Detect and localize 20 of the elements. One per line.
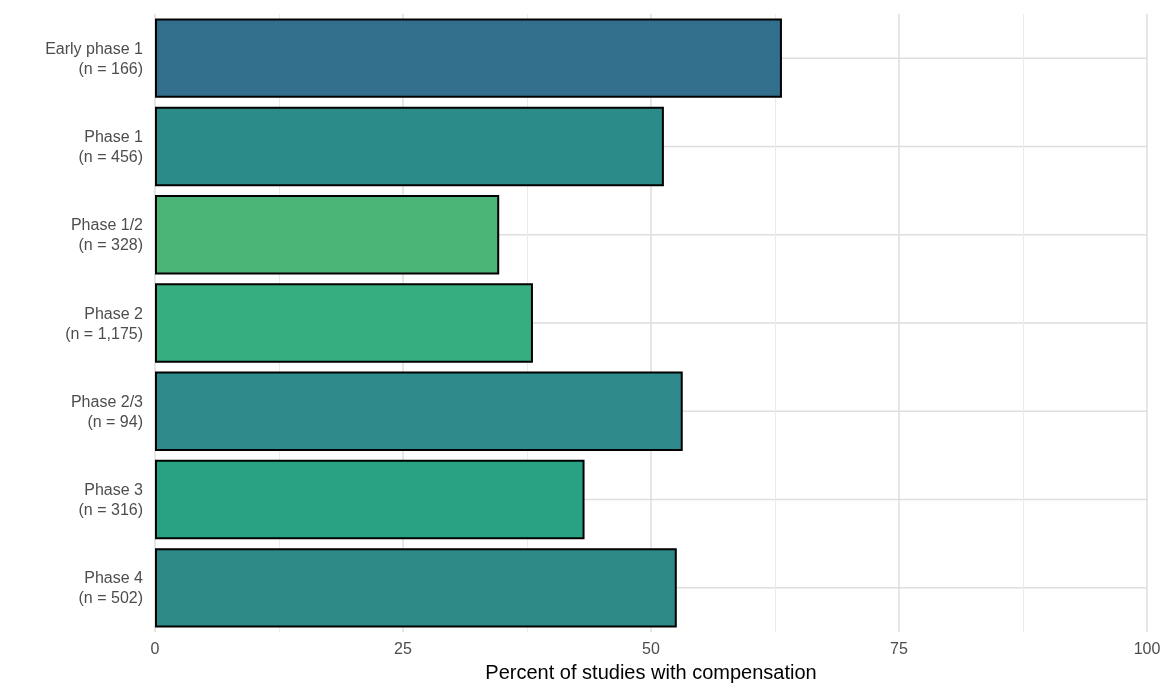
y-tick-label: Phase 1 (n = 456) <box>78 127 144 165</box>
bar <box>155 548 677 628</box>
x-tick-label: 75 <box>890 639 908 657</box>
bar <box>155 18 782 98</box>
y-tick-label: Early phase 1 (n = 166) <box>45 39 144 77</box>
bar <box>155 194 500 275</box>
bar <box>155 283 533 363</box>
bar <box>155 106 664 187</box>
bar <box>155 459 585 540</box>
x-tick-label: 0 <box>150 639 160 657</box>
y-tick-label: Phase 2 (n = 1,175) <box>65 304 144 342</box>
y-tick-label: Phase 3 (n = 316) <box>78 481 144 519</box>
x-tick-label: 100 <box>1133 639 1161 657</box>
x-tick-label: 25 <box>394 639 412 657</box>
x-axis-title: Percent of studies with compensation <box>485 661 817 683</box>
y-tick-label: Phase 4 (n = 502) <box>78 569 144 607</box>
y-tick-label: Phase 2/3 (n = 94) <box>70 392 144 430</box>
bar <box>155 371 683 452</box>
x-tick-label: 50 <box>642 639 660 657</box>
y-tick-label: Phase 1/2 (n = 328) <box>70 216 144 254</box>
